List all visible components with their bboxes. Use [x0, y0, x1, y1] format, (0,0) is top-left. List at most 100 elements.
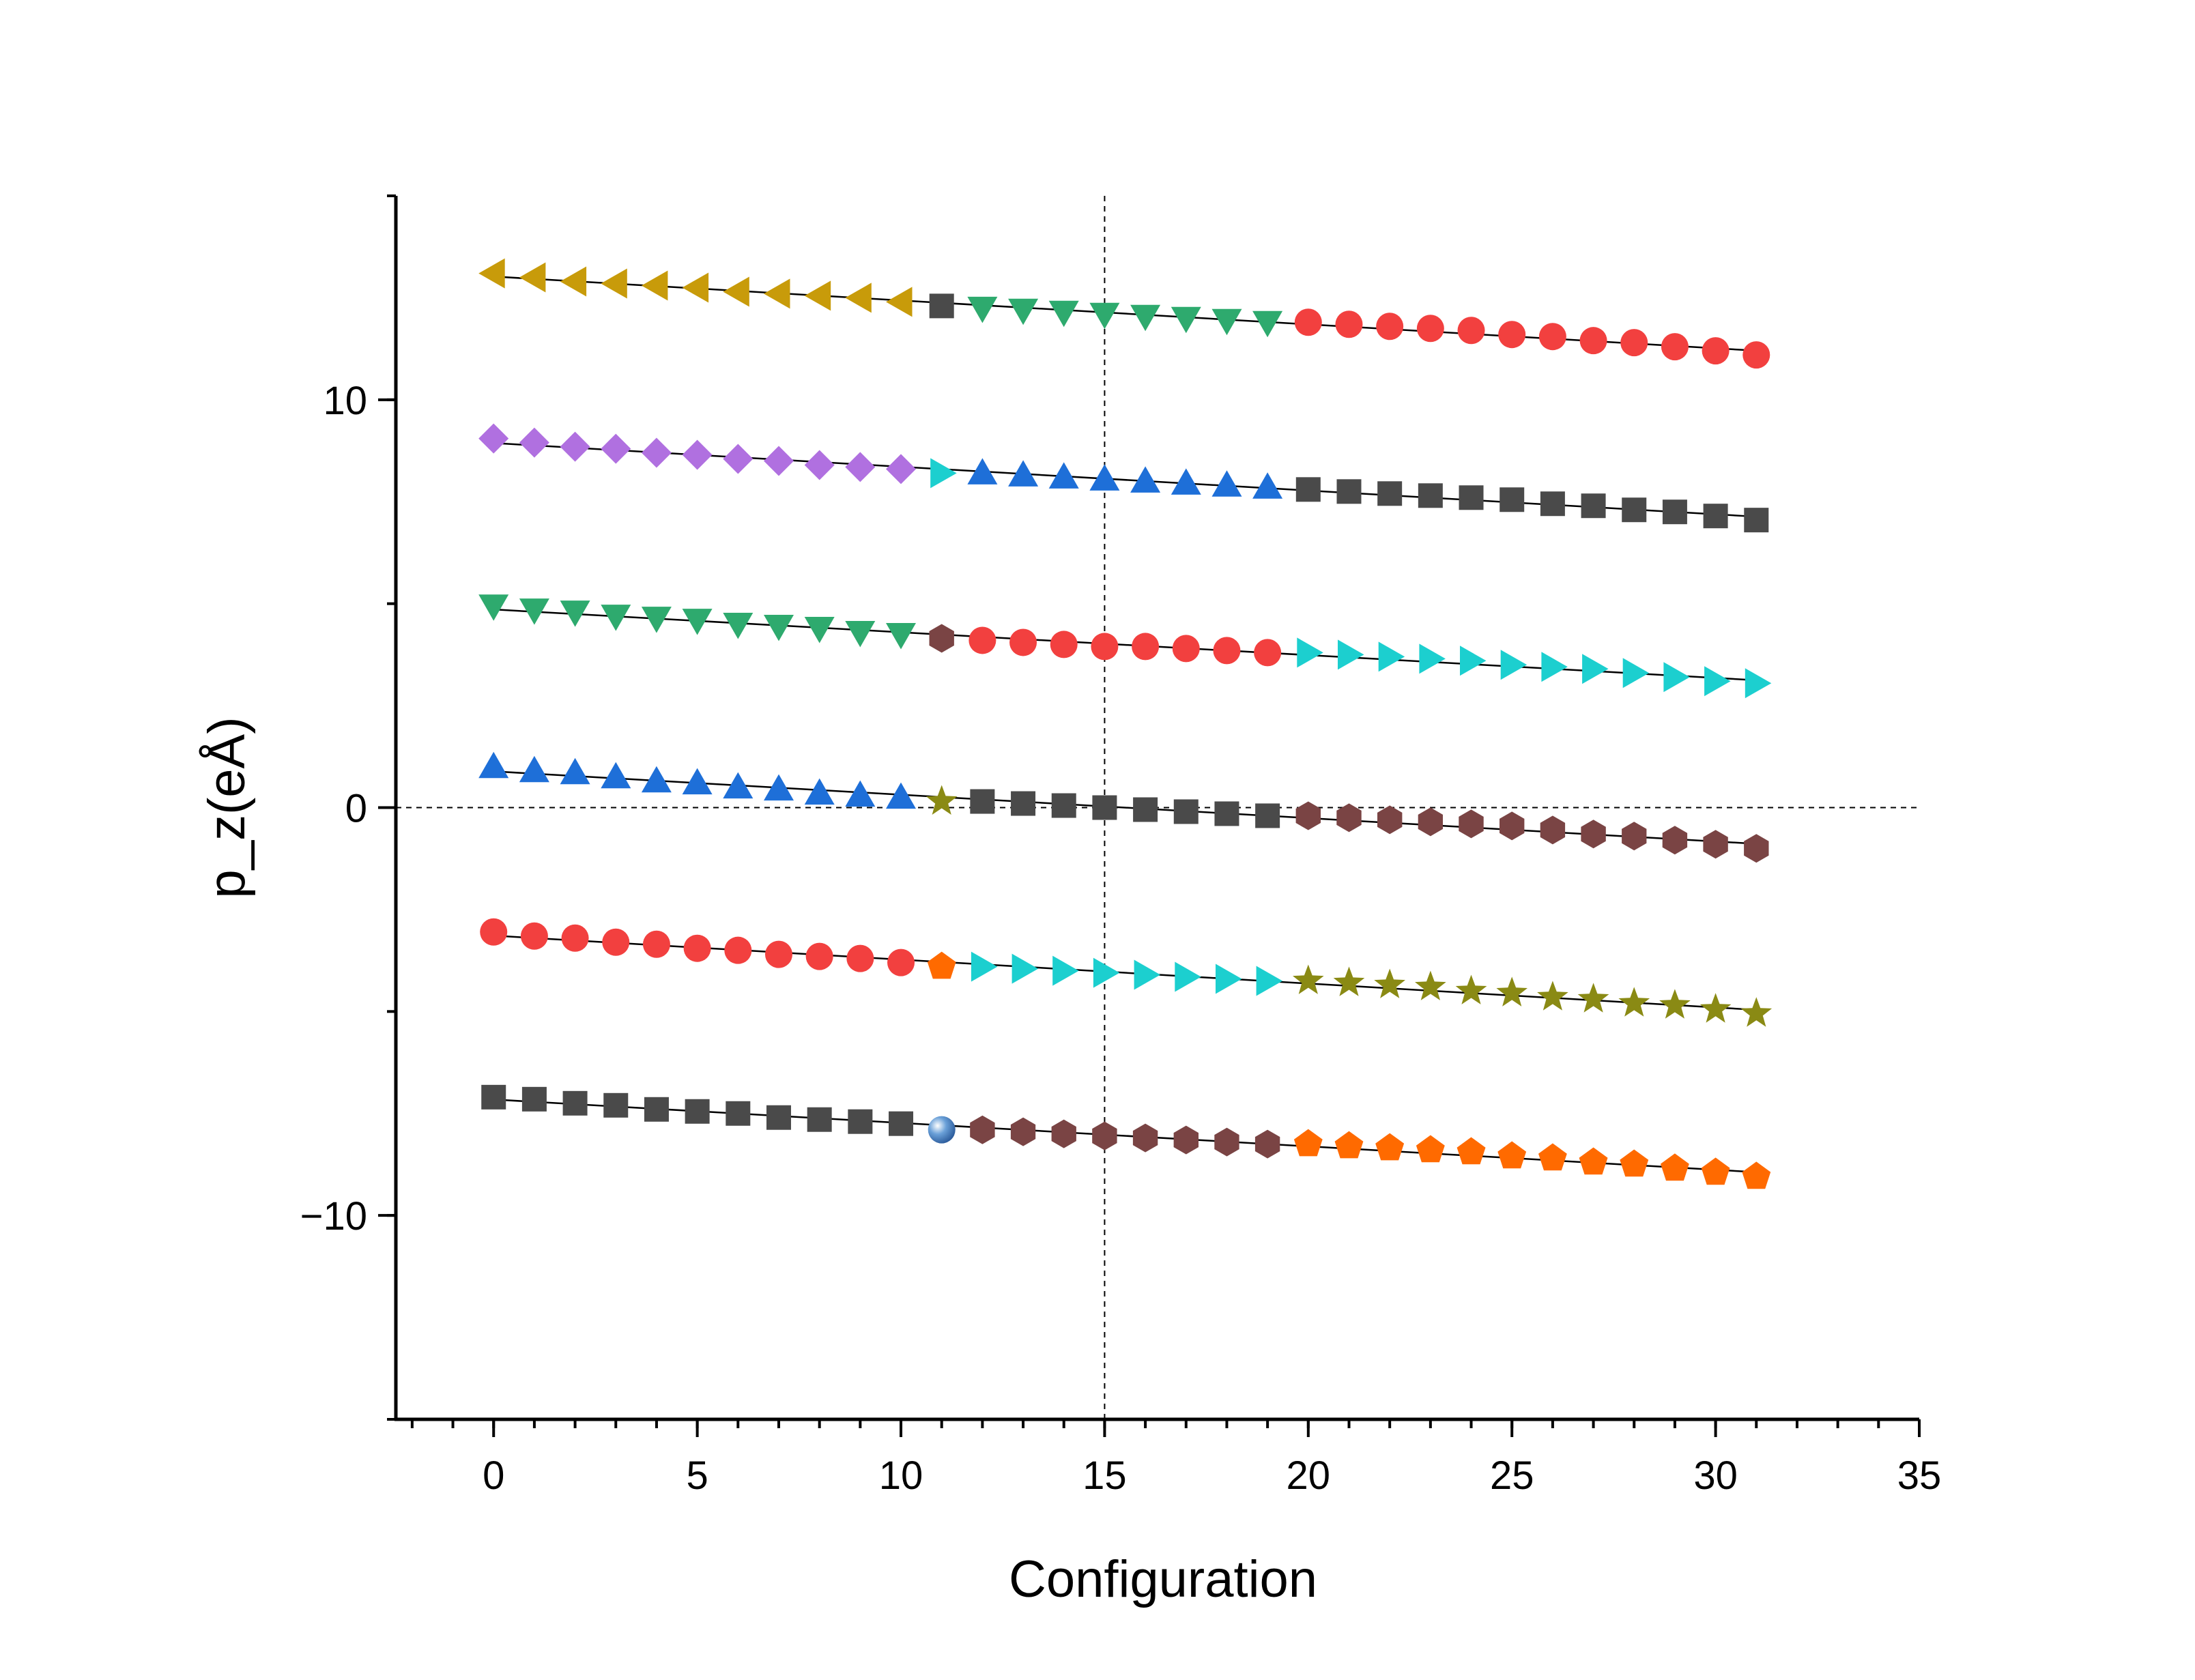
square-marker	[1377, 481, 1403, 506]
triangle-down-marker	[1211, 308, 1242, 336]
x-tick-label: 10	[879, 1453, 923, 1498]
triangle-down-marker	[886, 623, 916, 650]
triangle-right-marker	[1134, 959, 1161, 990]
triangle-right-marker	[1704, 666, 1731, 697]
diamond-marker	[641, 437, 672, 468]
diamond-marker	[764, 446, 794, 476]
triangle-down-marker	[967, 296, 998, 323]
triangle-right-marker	[971, 951, 998, 982]
square-marker	[685, 1099, 710, 1124]
circle-marker	[846, 944, 874, 972]
triangle-up-marker	[723, 772, 754, 799]
star-marker	[1415, 970, 1446, 1000]
circle-marker	[1294, 308, 1322, 336]
circle-marker	[764, 940, 792, 968]
square-marker	[1133, 797, 1158, 822]
triangle-right-marker	[1622, 658, 1650, 689]
triangle-right-marker	[1175, 961, 1201, 992]
circle-marker	[1050, 631, 1078, 658]
triangle-right-marker	[1663, 662, 1690, 693]
pentagon-marker	[1538, 1143, 1567, 1171]
pentagon-marker	[927, 951, 956, 979]
hexagon-marker	[1540, 815, 1566, 845]
square-marker	[1092, 795, 1117, 820]
hexagon-marker	[1459, 809, 1484, 839]
triangle-up-marker	[601, 762, 631, 789]
square-marker	[1011, 791, 1036, 816]
hexagon-marker	[1214, 1127, 1239, 1157]
fit-line	[493, 934, 1757, 1011]
triangle-left-marker	[764, 278, 790, 309]
hexagon-marker	[1132, 1123, 1158, 1153]
y-tick-label: 10	[323, 379, 367, 423]
circle-marker	[724, 936, 752, 964]
triangle-down-marker	[1089, 302, 1120, 330]
triangle-left-marker	[560, 266, 587, 297]
triangle-right-marker	[1093, 957, 1120, 988]
triangle-right-marker	[1216, 964, 1242, 994]
data-markers	[478, 258, 1773, 1189]
x-tick-label: 35	[1897, 1453, 1942, 1498]
x-axis-label: Configuration	[1009, 1550, 1317, 1608]
hexagon-marker	[1051, 1119, 1076, 1148]
hexagon-marker	[1377, 805, 1403, 835]
triangle-down-marker	[560, 600, 590, 627]
triangle-right-marker	[1419, 643, 1446, 674]
square-marker	[1622, 497, 1647, 523]
square-marker	[521, 1086, 547, 1112]
hexagon-marker	[1092, 1121, 1117, 1150]
x-tick-label: 5	[686, 1453, 708, 1498]
circle-marker	[1416, 315, 1444, 343]
circle-marker	[642, 930, 670, 958]
triangle-right-marker	[1378, 641, 1405, 672]
triangle-right-marker	[930, 458, 957, 489]
triangle-right-marker	[1500, 650, 1527, 680]
square-marker	[766, 1105, 791, 1130]
square-marker	[1418, 483, 1443, 508]
triangle-up-marker	[641, 766, 672, 793]
star-marker	[1455, 974, 1487, 1004]
x-tick-label: 25	[1490, 1453, 1534, 1498]
circle-marker	[1457, 317, 1485, 345]
diamond-marker	[804, 450, 835, 480]
pentagon-marker	[1701, 1157, 1730, 1185]
circle-marker	[1620, 329, 1648, 357]
pentagon-marker	[1334, 1131, 1364, 1159]
circle-marker	[480, 918, 508, 946]
circle-marker	[1132, 633, 1160, 661]
circle-marker	[520, 922, 548, 950]
square-marker	[562, 1090, 588, 1116]
square-marker	[1459, 485, 1484, 510]
circle-marker	[1498, 321, 1526, 349]
pentagon-marker	[1742, 1161, 1771, 1189]
pentagon-marker	[1661, 1153, 1689, 1181]
x-tick-label: 20	[1287, 1453, 1331, 1498]
diamond-marker	[478, 423, 509, 454]
triangle-right-marker	[1745, 668, 1772, 699]
hexagon-marker	[1295, 801, 1321, 830]
triangle-down-marker	[1048, 300, 1079, 328]
triangle-left-marker	[804, 280, 831, 311]
triangle-right-marker	[1541, 652, 1568, 682]
hexagon-marker	[1581, 820, 1606, 849]
square-marker	[807, 1107, 832, 1132]
triangle-left-marker	[845, 283, 872, 313]
hexagon-marker	[1500, 811, 1525, 841]
triangle-up-marker	[1211, 470, 1242, 497]
square-marker	[481, 1084, 506, 1110]
hexagon-marker	[1703, 830, 1728, 859]
triangle-up-marker	[1252, 472, 1283, 499]
square-marker	[1662, 499, 1687, 525]
hexagon-marker	[1744, 834, 1769, 863]
axis-labels: Configuration p_z(eÅ)	[198, 716, 1317, 1608]
diamond-marker	[845, 452, 876, 482]
star-marker	[1374, 968, 1405, 998]
hexagon-marker	[970, 1115, 995, 1144]
pentagon-marker	[1416, 1135, 1445, 1163]
triangle-right-marker	[1052, 955, 1079, 986]
y-tick-label: −10	[300, 1194, 367, 1239]
triangle-up-marker	[1171, 468, 1201, 495]
triangle-up-marker	[1048, 462, 1079, 489]
triangle-down-marker	[1171, 306, 1201, 334]
